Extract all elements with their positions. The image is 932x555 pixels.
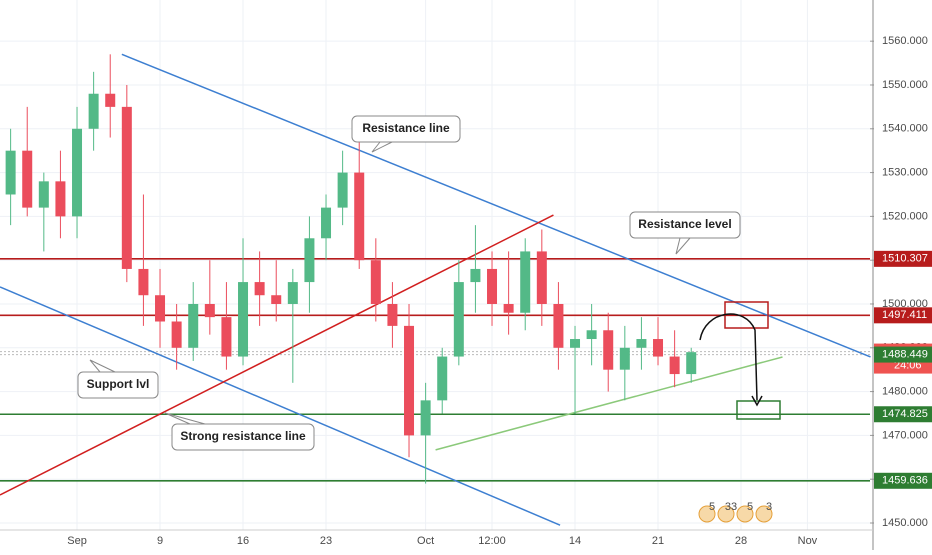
event-count: 5 bbox=[747, 501, 753, 513]
candle-body bbox=[304, 238, 315, 283]
candle-body bbox=[653, 339, 664, 357]
price-label bbox=[874, 307, 932, 324]
y-tick-label: 1470.000 bbox=[882, 429, 928, 441]
x-tick-label: 16 bbox=[237, 535, 249, 547]
candle-body bbox=[586, 330, 597, 340]
x-tick-label: Oct bbox=[417, 535, 434, 547]
candle-body bbox=[155, 295, 166, 322]
event-flag bbox=[717, 505, 735, 523]
candle-body bbox=[337, 172, 348, 208]
y-tick-label: 1540.000 bbox=[882, 123, 928, 135]
y-tick-label: 1550.000 bbox=[882, 79, 928, 91]
candle-body bbox=[22, 150, 33, 208]
event-flag bbox=[736, 505, 754, 523]
callout bbox=[77, 371, 159, 399]
event-count: 3 bbox=[766, 501, 772, 513]
price-label-text: 1474.825 bbox=[882, 408, 928, 420]
callout-tail bbox=[675, 237, 691, 255]
event-flag bbox=[698, 505, 716, 523]
candle-body bbox=[387, 303, 398, 326]
event-count: 5 bbox=[709, 501, 715, 513]
candle-body bbox=[321, 207, 332, 239]
candle-body bbox=[271, 295, 282, 304]
candle-body bbox=[221, 317, 232, 357]
candle-body bbox=[686, 352, 697, 375]
callout-text: Strong resistance line bbox=[180, 429, 306, 443]
candle-body bbox=[188, 303, 199, 348]
candle-body bbox=[254, 282, 265, 296]
candle-body bbox=[171, 321, 182, 348]
callout bbox=[351, 115, 461, 143]
callout bbox=[629, 211, 741, 239]
x-tick-label: 9 bbox=[157, 535, 163, 547]
callout-tail bbox=[371, 141, 393, 153]
candle-body bbox=[487, 268, 498, 304]
price-label bbox=[874, 472, 932, 489]
candle-body bbox=[138, 268, 149, 296]
y-tick-label: 1530.000 bbox=[882, 166, 928, 178]
callout bbox=[171, 423, 315, 451]
trendline bbox=[121, 53, 871, 358]
y-tick-label: 1450.000 bbox=[882, 517, 928, 529]
candle-body bbox=[88, 93, 99, 129]
arrow-head bbox=[751, 395, 763, 407]
callout-tail bbox=[89, 359, 116, 373]
y-tick-label: 1480.000 bbox=[882, 385, 928, 397]
candle-body bbox=[5, 150, 16, 195]
x-tick-label: 23 bbox=[320, 535, 332, 547]
price-label bbox=[874, 346, 932, 363]
candle-body bbox=[420, 400, 431, 436]
price-label-text: 1488.449 bbox=[882, 348, 928, 360]
candle-body bbox=[437, 356, 448, 401]
trendline bbox=[435, 356, 783, 451]
candle-body bbox=[520, 251, 531, 313]
x-tick-label: Sep bbox=[67, 535, 87, 547]
trendline bbox=[0, 214, 554, 496]
candle-body bbox=[453, 282, 464, 357]
price-label-text: 1459.636 bbox=[882, 475, 928, 487]
candle-body bbox=[287, 282, 298, 304]
price-label-text: 1510.307 bbox=[882, 253, 928, 265]
x-tick-label: 21 bbox=[652, 535, 664, 547]
y-tick-label: 1500.000 bbox=[882, 298, 928, 310]
candle-body bbox=[55, 181, 66, 217]
candle-body bbox=[570, 339, 581, 348]
candle-body bbox=[370, 260, 381, 304]
candle-body bbox=[619, 347, 630, 370]
candle-body bbox=[553, 303, 564, 348]
y-tick-label: 1560.000 bbox=[882, 35, 928, 47]
x-tick-label: 12:00 bbox=[478, 535, 506, 547]
candle-body bbox=[105, 93, 116, 107]
callout-tail bbox=[164, 412, 206, 425]
trendline bbox=[0, 286, 561, 526]
candle-body bbox=[354, 172, 365, 261]
candle-body bbox=[669, 356, 680, 375]
callout-text: Support lvl bbox=[87, 377, 150, 391]
callout-text: Resistance line bbox=[362, 121, 450, 135]
x-tick-label: 14 bbox=[569, 535, 581, 547]
candle-body bbox=[470, 268, 481, 283]
candle-body bbox=[603, 330, 614, 370]
candle-body bbox=[204, 303, 215, 318]
candle-body bbox=[536, 251, 547, 304]
y-tick-label: 1520.000 bbox=[882, 210, 928, 222]
x-tick-label: 28 bbox=[735, 535, 747, 547]
candle-body bbox=[238, 282, 249, 357]
price-label-text: 1497.411 bbox=[882, 309, 927, 321]
projection-arrow bbox=[699, 313, 758, 401]
candle-body bbox=[503, 303, 514, 313]
candle-body bbox=[636, 339, 647, 348]
candle-body bbox=[38, 181, 49, 208]
candle-body bbox=[121, 106, 132, 269]
price-label bbox=[874, 250, 932, 267]
x-tick-label: Nov bbox=[798, 535, 818, 547]
event-count: 33 bbox=[725, 501, 737, 513]
candle-body bbox=[72, 128, 83, 217]
callout-text: Resistance level bbox=[638, 217, 731, 231]
event-flag bbox=[755, 505, 773, 523]
candle-body bbox=[404, 325, 415, 436]
price-label bbox=[874, 406, 932, 423]
